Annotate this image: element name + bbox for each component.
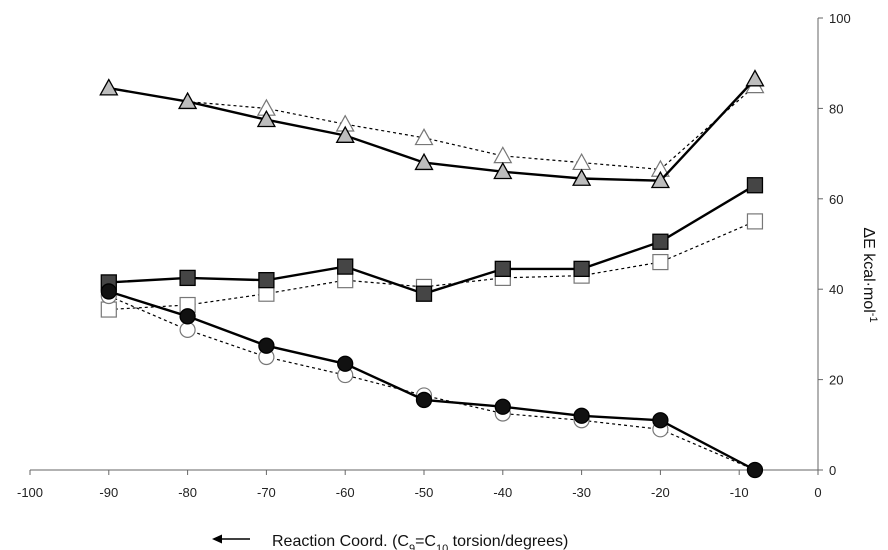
y-axis-title: ΔE kcal·mol-1 [860,227,879,322]
y-tick-label: 20 [829,373,843,388]
open-triangle-series [99,76,765,177]
open-triangle-point [572,152,592,171]
open-square-point [652,253,669,271]
open-circle-point [179,321,196,338]
filled-triangle-point [493,161,513,180]
x-axis-title: Reaction Coord. (C9=C10 torsion/degrees) [272,533,568,550]
filled-square-point [258,272,275,289]
filled-circle-point [337,355,354,372]
x-tick-label: -20 [651,485,670,500]
filled-triangle-point [177,91,198,110]
filled-square-point [573,260,590,278]
filled-circle-point [746,461,764,479]
x-tick-label: -50 [415,485,434,500]
filled-triangle-point [335,125,355,143]
labels: Reaction Coord. (C9=C10 torsion/degrees)… [212,227,879,550]
open-triangle-series-line [108,85,756,171]
y-axis-title-sup: -1 [867,313,879,323]
filled-circle-point [652,412,669,429]
filled-circle-series-line [108,290,756,472]
x-tick-label: -100 [17,485,43,500]
x-tick-label: -40 [493,485,512,500]
filled-square-point [652,233,669,250]
y-tick-label: 0 [829,463,836,478]
y-tick-label: 80 [829,101,843,116]
filled-triangle-point [650,170,671,189]
y-tick-label: 60 [829,192,843,207]
filled-square-point [415,285,433,302]
open-circle-series [100,287,764,479]
x-axis-title-sub1: 9 [409,543,415,550]
x-tick-label: -30 [572,485,591,500]
filled-circle-point [494,398,511,415]
filled-triangle-point [256,109,277,128]
filled-triangle-point [414,152,434,171]
x-axis-title-sub2: 10 [436,543,448,550]
x-tick-label: -60 [336,485,355,500]
filled-triangle-point [745,69,765,87]
filled-triangle-point [99,78,119,96]
open-triangle-point [414,128,434,146]
open-square-point [258,285,275,302]
filled-square-series [100,177,764,302]
x-tick-label: -90 [99,485,118,500]
filled-square-point [494,260,511,278]
open-square-point [746,213,764,230]
series-layer [99,69,765,479]
filled-triangle-series [99,69,765,189]
open-square-point [100,301,117,318]
open-triangle-point [493,146,513,164]
x-tick-label: -10 [730,485,749,500]
filled-circle-point [415,391,433,409]
filled-square-point [337,258,354,275]
x-tick-label: 0 [814,485,821,500]
filled-triangle-point [571,168,592,186]
x-tick-label: -80 [178,485,197,500]
left-arrow-icon [212,534,250,544]
filled-circle-point [179,308,196,325]
y-tick-label: 40 [829,282,843,297]
open-square-series-line [108,220,756,311]
filled-circle-point [258,337,275,354]
filled-circle-series [100,283,764,479]
axes: -100 -90 -80 -70 -60 -50 -40 -30 -20 -10 002040608… [17,11,851,500]
filled-square-point [746,177,764,194]
x-tick-label: -70 [257,485,276,500]
filled-square-point [179,269,196,287]
open-square-point [337,272,354,289]
filled-circle-point [573,407,590,424]
y-tick-label: 100 [829,11,851,26]
filled-circle-point [100,283,117,300]
